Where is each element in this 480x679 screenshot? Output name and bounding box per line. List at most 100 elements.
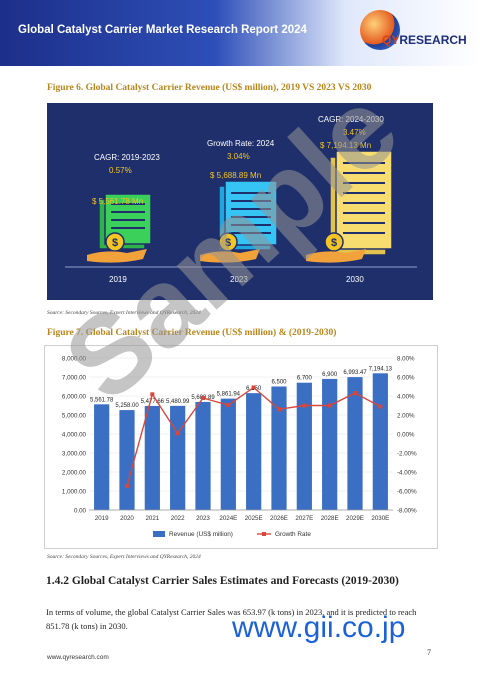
growth-rate-point	[327, 403, 332, 408]
bar-data-label: 5,480.99	[166, 399, 190, 405]
block-2030-rate: 3.47%	[343, 128, 366, 137]
section-body: In terms of volume, the global Catalyst …	[46, 607, 417, 631]
y-tick-right: 6.00%	[397, 375, 415, 382]
y-tick-left: 2,000.00	[62, 470, 87, 477]
footer-url[interactable]: www.qyresearch.com	[47, 654, 109, 661]
report-title: Global Catalyst Carrier Market Research …	[18, 24, 307, 36]
growth-rate-point	[125, 483, 129, 488]
x-tick-label: 2027E	[295, 515, 313, 522]
bar-data-label: 6,993.47	[343, 370, 367, 376]
bar-data-label: 5,861.94	[217, 392, 241, 398]
block-2030-label: CAGR: 2024-2030	[318, 115, 384, 124]
block-2019-value: $ 5,561.78 Mn	[92, 197, 144, 206]
y-tick-left: 8,000.00	[62, 356, 87, 363]
bar-revenue	[322, 378, 338, 510]
y-tick-left: 1,000.00	[62, 489, 87, 496]
bar-revenue	[94, 404, 110, 510]
section-heading: 1.4.2 Global Catalyst Carrier Sales Esti…	[46, 575, 399, 587]
bar-revenue	[246, 393, 262, 510]
bar-data-label: 7,194.13	[369, 366, 393, 372]
y-tick-left: 7,000.00	[62, 375, 87, 382]
bar-revenue	[220, 398, 236, 510]
coin-hand-icon-2030: $	[306, 232, 366, 263]
svg-text:$: $	[225, 237, 231, 249]
bar-revenue	[119, 410, 135, 510]
bar-revenue	[372, 373, 388, 510]
figure6-panel: $ $ $ CAGR: 2019-2023 0.57% $ 5,561.78 M…	[47, 103, 433, 300]
block-2023-label: Growth Rate: 2024	[207, 139, 275, 148]
block-2019-label: CAGR: 2019-2023	[94, 153, 160, 162]
page-number: 7	[427, 648, 431, 657]
y-tick-right: -8.00%	[397, 508, 417, 515]
x-tick-label: 2029E	[346, 515, 364, 522]
legend-marker-growth	[262, 532, 266, 536]
block-2019-year: 2019	[109, 275, 127, 284]
block-2023-rate: 3.04%	[227, 152, 250, 161]
figure7-source: Source: Secondary Sources, Expert Interv…	[47, 554, 201, 560]
growth-rate-point	[378, 404, 383, 409]
figure6-title: Figure 6. Global Catalyst Carrier Revenu…	[47, 83, 372, 93]
y-tick-left: 3,000.00	[62, 451, 87, 458]
y-tick-right: -2.00%	[397, 451, 417, 458]
x-tick-label: 2024E	[219, 515, 237, 522]
bar-data-label: 5,561.78	[90, 397, 114, 403]
growth-rate-point	[251, 385, 256, 390]
y-tick-left: 0.00	[74, 508, 87, 515]
figure7-title: Figure 7. Global Catalyst Carrier Revenu…	[47, 328, 337, 338]
y-tick-right: -4.00%	[397, 470, 417, 477]
report-header	[0, 0, 480, 66]
growth-rate-point	[226, 403, 231, 408]
bar-data-label: 6,900	[322, 372, 338, 378]
y-tick-right: 2.00%	[397, 413, 415, 420]
bar-data-label: 5,258.00	[115, 403, 139, 409]
y-tick-right: 8.00%	[397, 356, 415, 363]
bar-revenue	[144, 405, 160, 510]
figure6-source: Source: Secondary Sources, Expert Interv…	[47, 310, 201, 316]
coin-hand-icon-2023: $	[200, 232, 260, 263]
bar-revenue	[347, 377, 363, 510]
figure6-infographic: $ $ $	[65, 150, 417, 268]
bar-revenue	[296, 382, 312, 510]
bar-revenue	[271, 386, 287, 510]
growth-rate-point	[201, 395, 205, 400]
block-2030-value: $ 7,194.13 Mn	[320, 141, 372, 150]
svg-text:$: $	[331, 237, 337, 249]
legend-label-revenue: Revenue (US$ million)	[169, 531, 233, 538]
x-tick-label: 2023	[196, 515, 210, 522]
growth-rate-point	[175, 431, 180, 436]
y-tick-right: 0.00%	[397, 432, 415, 439]
y-tick-left: 5,000.00	[62, 413, 87, 420]
bar-revenue	[195, 401, 211, 510]
growth-rate-point	[277, 407, 281, 412]
gii-watermark: www.gii.co.jp	[232, 611, 406, 644]
growth-rate-point	[302, 403, 307, 408]
bar-data-label: 6,500	[271, 380, 287, 386]
y-tick-left: 4,000.00	[62, 432, 87, 439]
qyresearch-logo: QYRESEARCH	[382, 33, 467, 47]
coin-hand-icon-2019: $	[87, 232, 147, 263]
qyresearch-logo-icon	[360, 10, 400, 50]
x-tick-label: 2022	[171, 515, 185, 522]
x-tick-label: 2021	[145, 515, 159, 522]
x-tick-label: 2025E	[245, 515, 263, 522]
x-tick-label: 2019	[95, 515, 109, 522]
y-tick-left: 6,000.00	[62, 394, 87, 401]
y-tick-right: 4.00%	[397, 394, 415, 401]
svg-text:$: $	[112, 237, 118, 249]
x-tick-label: 2020	[120, 515, 134, 522]
block-2030-year: 2030	[346, 275, 364, 284]
growth-rate-point	[150, 392, 155, 397]
bar-data-label: 6,700	[297, 376, 313, 382]
bar-data-label: 5,477.66	[141, 399, 165, 405]
figure7-chart: 0.00 1,000.00 2,000.00 3,000.00 4,000.00 5,00…	[62, 356, 417, 539]
legend-label-growth: Growth Rate	[275, 531, 311, 538]
block-2023-year: 2023	[230, 275, 248, 284]
legend-swatch-revenue	[153, 531, 165, 537]
block-2019-rate: 0.57%	[109, 166, 132, 175]
bar-revenue	[170, 405, 186, 510]
x-tick-label: 2030E	[371, 515, 389, 522]
growth-rate-point	[353, 391, 357, 396]
y-tick-right: -6.00%	[397, 489, 417, 496]
figure7-chart-frame: 0.00 1,000.00 2,000.00 3,000.00 4,000.00 5,00…	[44, 345, 438, 549]
x-tick-label: 2028E	[321, 515, 339, 522]
